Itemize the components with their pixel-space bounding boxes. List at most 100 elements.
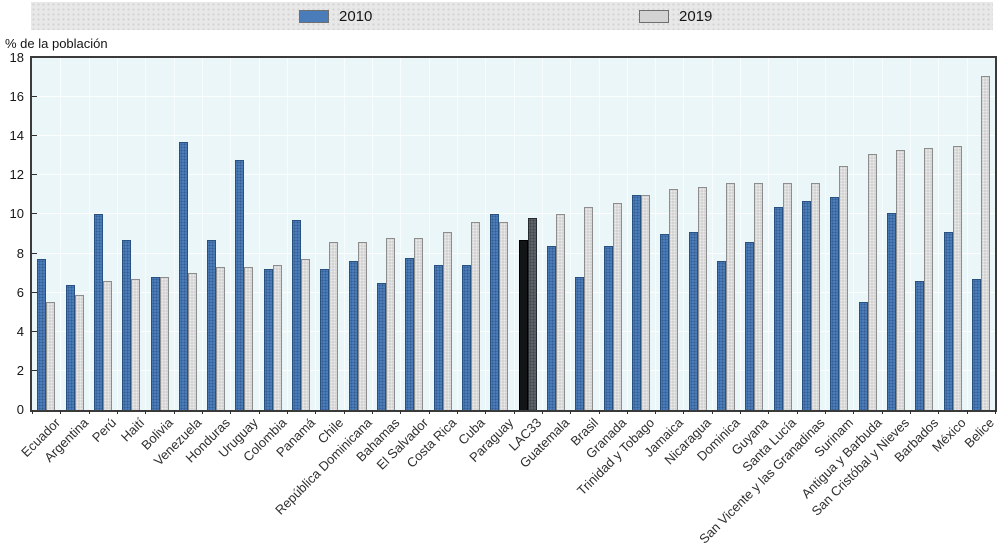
bar-2019-dominica [725,183,735,410]
y-tick [32,213,37,215]
gridline-v [881,58,883,410]
y-tick-label: 18 [9,50,24,65]
legend-label-2019: 2019 [679,7,713,25]
y-tick [32,96,37,98]
bar-2019-colombia [272,265,282,410]
gridline-v [853,58,855,410]
bar-2010-lac33 [518,239,528,410]
legend-swatch-2019 [639,9,669,23]
gridline-v [117,58,118,410]
gridline-v [60,58,62,410]
x-tick [60,410,62,414]
x-tick [541,410,543,414]
bar-2019-honduras [216,267,226,410]
gridline-v [286,58,288,410]
bar-2010-bolivia [150,277,160,410]
bar-2019-san-vicente-y-las-granadinas [810,183,820,410]
gridline-v [938,58,940,410]
bar-2010-haiti [122,239,132,410]
x-tick [598,410,600,414]
bar-2010-barbados [915,280,925,410]
gridline-v [825,58,827,410]
y-tick-label: 8 [16,245,24,261]
gridline-v [966,58,968,410]
x-tick [456,410,458,414]
x-tick [400,410,402,414]
x-tick [881,410,883,414]
bar-2010-mexico [943,232,953,410]
gridline-v [513,58,515,410]
x-tick [428,410,430,414]
bar-2010-costa-rica [433,265,443,410]
bar-2019-venezuela [187,273,197,410]
bar-2019-bolivia [159,277,169,410]
bar-2010-honduras [207,239,217,410]
gridline-v [683,58,685,410]
x-tick-label-box: Belice [757,414,998,451]
gridline-v [598,58,600,410]
y-tick-label: 6 [16,284,24,300]
x-tick [371,410,373,414]
x-tick [910,410,911,414]
bar-2019-peru [102,280,112,410]
gridline-v [910,58,911,410]
bar-2010-belice [971,279,981,410]
bar-2010-bahamas [377,282,386,410]
x-tick [853,410,855,414]
gridline-v [711,58,713,410]
bar-2019-ecuador [46,302,56,410]
bar-2010-guatemala [547,245,556,410]
x-tick [286,410,288,414]
legend-item-2010: 2010 [299,2,372,30]
x-tick [825,410,827,414]
bar-2019-costa-rica [442,232,452,410]
x-tick [315,410,317,414]
bar-2010-jamaica [660,234,670,410]
plot-area [30,56,997,412]
bar-2019-uruguay [244,267,254,410]
x-tick [768,410,770,414]
bar-2019-el-salvador [414,237,424,410]
bar-2019-nicaragua [697,187,707,410]
x-tick [258,410,260,414]
bar-2010-venezuela [178,142,188,410]
legend-item-2019: 2019 [639,2,712,30]
gridline-v [456,58,458,410]
bar-2010-granada [603,245,613,410]
bar-2019-surinam [839,165,849,410]
bar-2010-ecuador [37,259,47,410]
bar-2019-granada [612,202,622,410]
x-tick [655,410,657,414]
gridline-v [201,58,203,410]
y-tick [32,252,37,254]
bar-2019-bahamas [386,237,395,410]
y-tick-label: 2 [16,362,24,378]
gridline-v [428,58,430,410]
bar-2010-uruguay [235,159,245,410]
y-tick [32,369,37,371]
bar-2019-antigua-y-barbuda [867,153,877,410]
y-tick-label: 16 [9,89,24,105]
x-tick [966,410,968,414]
bar-2010-guyana [745,241,755,410]
x-tick [343,410,345,414]
gridline-v [258,58,260,410]
bar-2019-panama [301,259,311,410]
gridline-v [173,58,175,410]
bar-2019-haiti [131,279,141,410]
bar-2010-san-cristobal-y-nieves [886,212,896,410]
y-tick [32,291,37,293]
bar-2010-cuba [462,265,471,410]
gridline-v [485,58,487,410]
gridline-v [655,58,657,410]
bar-2010-paraguay [490,214,500,410]
bar-2010-peru [93,214,103,410]
y-tick-label: 10 [9,206,24,222]
x-tick-label-belice: Belice [961,415,998,451]
bar-2010-brasil [575,277,585,410]
x-tick [145,410,147,414]
bar-2010-antigua-y-barbuda [858,302,868,410]
bar-2019-santa-lucia [782,183,792,410]
bar-2010-el-salvador [405,257,415,410]
